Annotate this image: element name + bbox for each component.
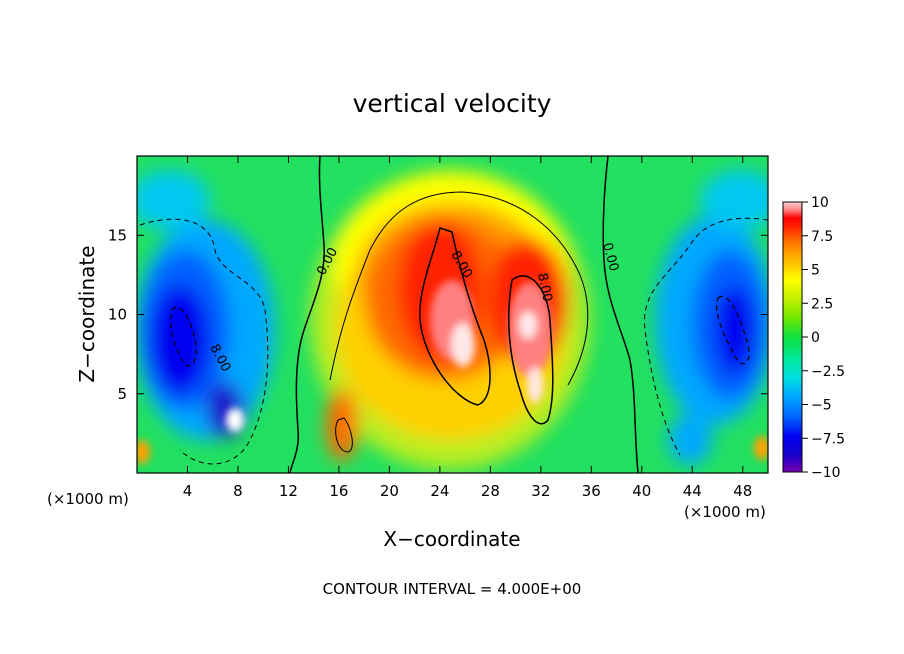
x-tick-label: 28 — [481, 482, 500, 500]
x-tick-label: 48 — [733, 482, 752, 500]
x-unit-label-left: (×1000 m) — [47, 490, 129, 508]
velocity-cores — [137, 280, 768, 464]
x-tick-label: 32 — [531, 482, 550, 500]
colorbar-tick-label: 10 — [811, 195, 829, 211]
x-tick-label: 36 — [582, 482, 601, 500]
plot-area: 0.00 0.00 8.00 8.00 8.00 — [137, 156, 768, 473]
zero-contour-left — [289, 156, 325, 473]
x-tick-label: 16 — [329, 482, 348, 500]
negative-core-right — [716, 295, 750, 365]
colorbar-tick-label: −2.5 — [811, 364, 845, 380]
x-tick-label: 44 — [683, 482, 702, 500]
y-tick-label: 5 — [117, 385, 127, 403]
x-unit-label-right: (×1000 m) — [684, 503, 766, 521]
y-tick-label: 15 — [108, 226, 127, 244]
colorbar-tick-label: 7.5 — [811, 229, 833, 245]
contour-label: 0.00 — [599, 241, 621, 273]
y-tick-label: 10 — [108, 306, 127, 324]
updraft-envelope — [329, 191, 589, 386]
negative-contour-left — [139, 218, 269, 465]
colorbar-tick-label: 2.5 — [811, 296, 833, 312]
negative-core-left — [170, 307, 197, 367]
colorbar-ticks: 10 7.5 5 2.5 0 −2.5 −5 −7.5 −10 — [802, 195, 845, 481]
contour-lines — [139, 156, 768, 473]
y-axis: 5 10 15 — [108, 226, 768, 403]
colorbar-tick-label: −10 — [811, 465, 841, 481]
colorbar-fill — [783, 202, 802, 472]
x-axis-title: X−coordinate — [383, 527, 520, 551]
y-axis-title: Z−coordinate — [75, 245, 99, 382]
colorbar-tick-label: −5 — [811, 398, 832, 414]
x-tick-label: 4 — [183, 482, 193, 500]
x-tick-label: 24 — [430, 482, 449, 500]
contour-interval-note: CONTOUR INTERVAL = 4.000E+00 — [323, 580, 582, 598]
negative-contour-right — [643, 217, 768, 456]
eight-contour-left — [419, 227, 491, 406]
contour-label: 8.00 — [534, 272, 555, 303]
colorbar-tick-label: 0 — [811, 330, 820, 346]
colorbar-tick-label: −7.5 — [811, 431, 845, 447]
zero-contour-right — [602, 156, 639, 473]
x-tick-label: 40 — [632, 482, 651, 500]
x-tick-label: 20 — [380, 482, 399, 500]
x-axis: 4 8 12 16 20 24 28 32 36 40 44 48 — [183, 156, 752, 500]
colorbar-tick-label: 5 — [811, 263, 820, 279]
colorbar: 10 7.5 5 2.5 0 −2.5 −5 −7.5 −10 — [782, 195, 845, 481]
x-tick-label: 12 — [279, 482, 298, 500]
eight-contour-right — [508, 275, 554, 425]
x-tick-label: 8 — [233, 482, 243, 500]
small-contour-16 — [335, 417, 353, 453]
chart-title: vertical velocity — [353, 89, 552, 118]
